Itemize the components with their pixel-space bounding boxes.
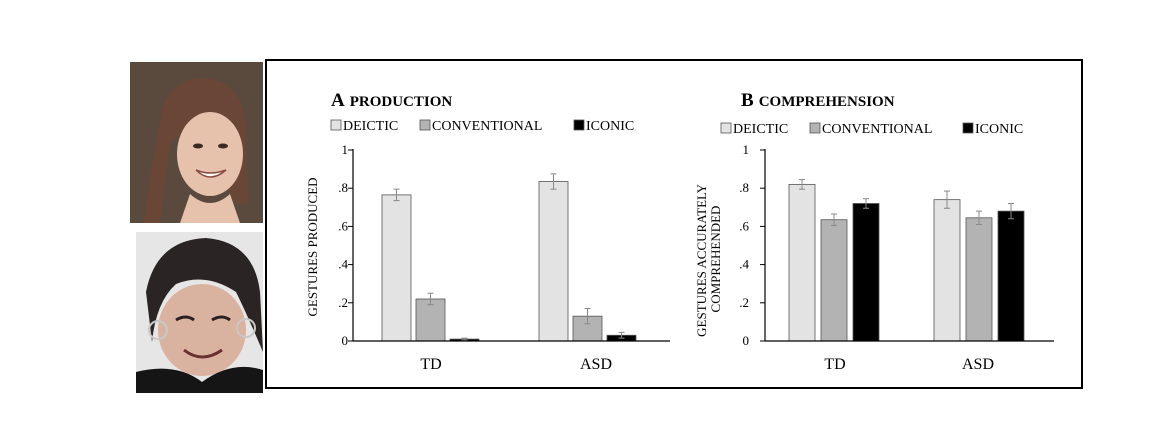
woman-with-hoop-earrings-photo xyxy=(136,232,263,393)
hair-shape xyxy=(144,78,248,223)
axes-production xyxy=(352,149,670,342)
legend-comprehension: DEICTIC CONVENTIONAL ICONIC xyxy=(720,122,1023,137)
portrait-illustration-1 xyxy=(130,62,263,223)
right-eye xyxy=(211,315,231,322)
y-axis-label-line-2: COMPREHENDED xyxy=(708,206,723,313)
bar-conventional-asd xyxy=(572,315,603,342)
panel-b-letter: B xyxy=(741,90,754,111)
legend-label-iconic: ICONIC xyxy=(586,119,634,134)
legend-label-deictic: DEICTIC xyxy=(733,122,788,137)
y-tick-label: .8 xyxy=(338,180,348,195)
legend-label-deictic: DEICTIC xyxy=(343,119,398,134)
legend-label-conventional: CONVENTIONAL xyxy=(822,122,932,137)
y-tick-label: .8 xyxy=(739,180,749,195)
panel-b-title: B COMPREHENSION xyxy=(741,90,895,111)
panel-a-title: A PRODUCTION xyxy=(331,90,452,111)
legend-swatch-deictic xyxy=(330,119,342,131)
y-tick-label: .4 xyxy=(338,257,348,272)
y-axis-label: GESTURES ACCURATELY COMPREHENDED xyxy=(694,181,723,337)
bar-iconic-td xyxy=(852,203,880,342)
figure-frame: A PRODUCTION DEICTIC CONVENTIONAL ICONIC … xyxy=(265,59,1083,389)
smile xyxy=(183,348,223,359)
y-axis-ticks: 0 .2 .4 .6 .8 1 xyxy=(338,142,353,348)
y-tick-label: 1 xyxy=(342,142,349,157)
portrait-illustration-2 xyxy=(136,232,263,393)
category-label-td: TD xyxy=(420,356,441,373)
legend-production: DEICTIC CONVENTIONAL ICONIC xyxy=(330,119,634,134)
woman-smiling-photo xyxy=(130,62,263,223)
legend-swatch-iconic xyxy=(962,122,974,134)
legend-swatch-conventional xyxy=(809,122,821,134)
right-eye xyxy=(218,143,228,149)
bars-comprehension xyxy=(788,179,1025,342)
panel-production: A PRODUCTION DEICTIC CONVENTIONAL ICONIC … xyxy=(305,90,670,373)
neck-shape xyxy=(180,194,240,223)
y-tick-label: .6 xyxy=(338,218,348,233)
category-labels-production: TD ASD xyxy=(420,356,612,373)
left-eye xyxy=(175,315,195,322)
left-eye xyxy=(193,143,203,149)
bar-iconic-asd xyxy=(997,210,1025,342)
y-tick-label: 0 xyxy=(743,333,750,348)
category-label-asd: ASD xyxy=(580,356,612,373)
face-shape xyxy=(158,284,246,376)
panel-comprehension: B COMPREHENSION DEICTIC CONVENTIONAL ICON… xyxy=(694,90,1054,373)
hair-shape xyxy=(146,238,263,352)
axes-comprehension xyxy=(764,149,1054,342)
bar-deictic-td xyxy=(788,183,816,342)
left-hoop-earring xyxy=(148,320,168,340)
legend-swatch-iconic xyxy=(573,119,585,131)
y-axis-label-line-1: GESTURES ACCURATELY xyxy=(694,183,709,337)
y-axis-label: GESTURES PRODUCED xyxy=(305,177,320,316)
y-tick-label: .2 xyxy=(338,295,348,310)
charts-svg: A PRODUCTION DEICTIC CONVENTIONAL ICONIC … xyxy=(305,90,1054,373)
legend-label-iconic: ICONIC xyxy=(975,122,1023,137)
y-tick-label: .2 xyxy=(739,295,749,310)
category-label-asd: ASD xyxy=(962,356,994,373)
bar-conventional-asd xyxy=(965,217,993,342)
bar-deictic-asd xyxy=(538,181,569,342)
legend-swatch-conventional xyxy=(419,119,431,131)
bar-deictic-td xyxy=(381,194,412,342)
right-hoop-earring xyxy=(236,318,256,338)
panel-a-title-text: PRODUCTION xyxy=(350,94,453,110)
y-axis-ticks: 0 .2 .4 .6 .8 1 xyxy=(739,142,765,348)
category-labels-comprehension: TD ASD xyxy=(824,356,994,373)
bars-production xyxy=(381,173,637,342)
y-tick-label: .6 xyxy=(739,218,749,233)
bar-conventional-td xyxy=(415,298,446,342)
legend-swatch-deictic xyxy=(720,122,732,134)
panel-b-title-text: COMPREHENSION xyxy=(759,94,895,110)
shirt-shape xyxy=(136,366,263,393)
bar-deictic-asd xyxy=(933,199,961,342)
face-shape xyxy=(177,112,243,196)
y-tick-label: .4 xyxy=(739,257,749,272)
y-tick-label: 1 xyxy=(743,142,750,157)
smile xyxy=(195,169,227,178)
legend-label-conventional: CONVENTIONAL xyxy=(432,119,542,134)
panel-a-letter: A xyxy=(331,90,345,111)
category-label-td: TD xyxy=(824,356,845,373)
y-tick-label: 0 xyxy=(342,333,349,348)
bar-conventional-td xyxy=(820,219,848,342)
